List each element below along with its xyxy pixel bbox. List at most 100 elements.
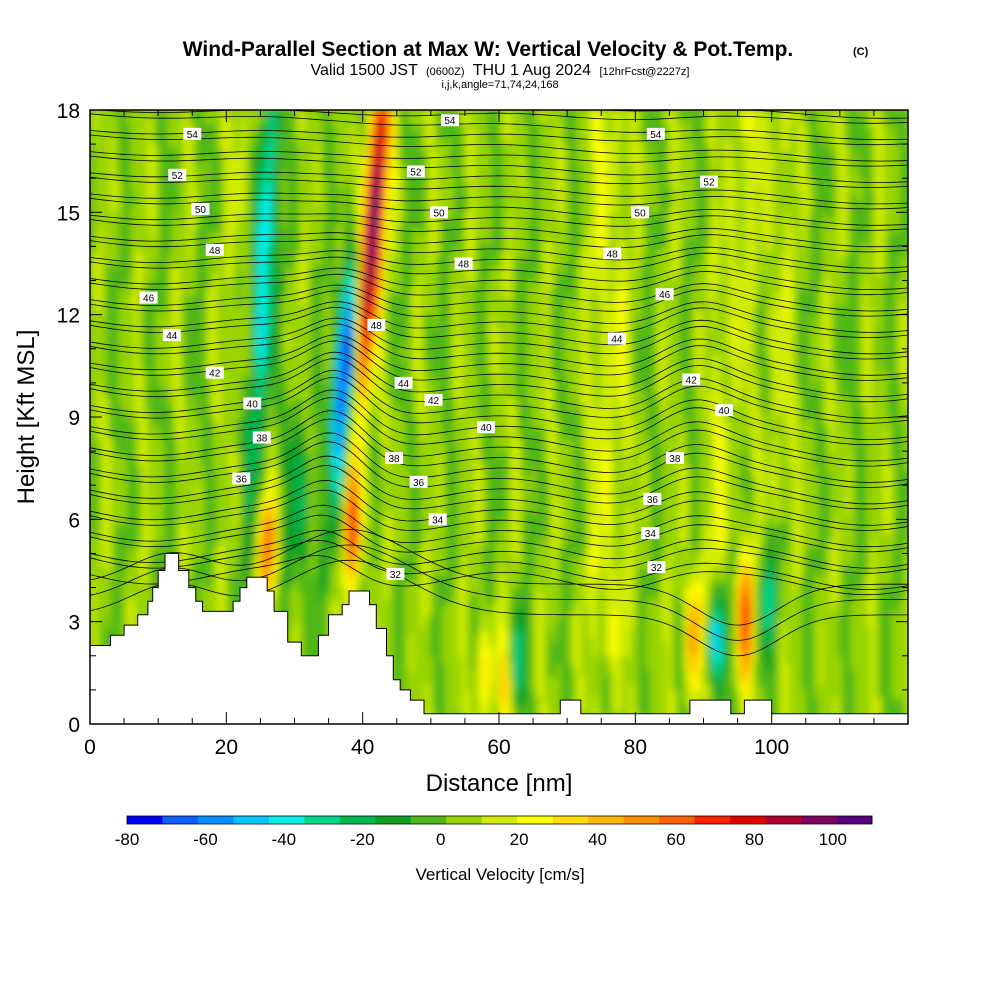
theta-contour-label: 44 (607, 332, 626, 346)
theta-contours (90, 110, 908, 657)
theta-contour-label: 38 (385, 451, 404, 465)
y-tick-label: 12 (57, 305, 80, 328)
y-tick-label: 0 (68, 714, 80, 737)
theta-contour-line (90, 301, 908, 339)
theta-contour-label: 52 (406, 165, 425, 178)
grid-info: i,j,k,angle=71,74,24,168 (441, 79, 558, 91)
theta-contour-line (90, 213, 908, 231)
theta-contour-line (90, 529, 908, 626)
theta-contour-label-text: 48 (607, 249, 619, 260)
colorbar-tick-label: 0 (436, 830, 445, 849)
theta-contour-line (90, 489, 908, 548)
theta-contour-line (90, 273, 908, 312)
colorbar-swatch (233, 816, 270, 824)
colorbar-swatch (304, 816, 341, 824)
colorbar-tick-label: -60 (193, 830, 218, 849)
y-tick-label: 6 (68, 509, 80, 532)
theta-contour-line (90, 514, 908, 569)
theta-contour-label-text: 34 (645, 529, 657, 540)
x-tick-label: 60 (487, 736, 510, 759)
theta-contour-label: 36 (643, 492, 662, 506)
theta-contour-label: 34 (428, 513, 447, 526)
theta-contour-label: 40 (477, 421, 496, 434)
colorbar-swatch (446, 816, 483, 824)
theta-contour-label-text: 44 (166, 331, 178, 342)
theta-contour-line (90, 340, 908, 398)
theta-contour-line (90, 171, 908, 189)
theta-contour-label-text: 50 (433, 208, 445, 219)
x-axis-title: Distance [nm] (426, 770, 573, 797)
theta-contour-label: 50 (430, 206, 449, 219)
colorbar-swatch (552, 816, 589, 824)
theta-contour-line (90, 397, 908, 462)
theta-contour-label-text: 38 (256, 433, 268, 444)
theta-contour-line (90, 555, 908, 596)
theta-contour-line (90, 232, 908, 253)
theta-contour-line (90, 441, 908, 505)
theta-contour-line (90, 369, 908, 424)
theta-contour-label: 54 (183, 127, 202, 141)
theta-contour-label-text: 38 (388, 454, 400, 465)
colorbar-swatch (801, 816, 837, 824)
theta-contour-line (90, 130, 908, 146)
colorbar-label: Vertical Velocity [cm/s] (415, 865, 584, 884)
theta-contour-label-text: 52 (172, 171, 184, 182)
theta-contour-label: 32 (647, 561, 666, 574)
theta-contour-label: 48 (454, 257, 473, 271)
x-tick-label: 100 (754, 736, 789, 759)
theta-contour-label: 34 (641, 526, 660, 540)
colorbar-swatch (339, 816, 376, 824)
theta-contour-line (90, 351, 908, 403)
y-tick-label: 18 (57, 100, 80, 123)
theta-contour-label: 38 (252, 431, 271, 444)
theta-contour-label: 40 (243, 397, 262, 410)
x-tick-label: 80 (624, 736, 647, 759)
theta-contour-label: 44 (394, 376, 413, 390)
theta-contour-label-text: 34 (432, 515, 444, 526)
colorbar-swatch (730, 816, 766, 824)
colorbar-tick-label: 60 (666, 830, 685, 849)
theta-contour-label-text: 46 (143, 294, 155, 305)
theta-contour-line (90, 250, 908, 274)
theta-contour-label: 42 (205, 366, 224, 380)
theta-contour-line (90, 455, 908, 510)
theta-contour-label: 32 (386, 567, 405, 581)
colorbar-swatch (481, 816, 518, 824)
theta-contour-line (90, 504, 908, 553)
theta-contour-label: 36 (232, 472, 251, 485)
y-tick-label: 15 (57, 202, 80, 225)
colorbar-tick-label: -20 (350, 830, 375, 849)
theta-contour-line (90, 317, 908, 360)
theta-contour-label-text: 48 (371, 321, 383, 332)
theta-contour-line (90, 290, 908, 333)
theta-contour-line (90, 155, 908, 183)
chart-title-mark: (C) (853, 46, 869, 58)
theta-contour-label-text: 48 (209, 246, 221, 257)
theta-contour-line (90, 219, 908, 248)
x-tick-label: 40 (351, 736, 374, 759)
theta-contour-line (90, 284, 908, 317)
colorbar-swatch (588, 816, 624, 824)
chart-subtitle: Valid 1500 JST (0600Z) THU 1 Aug 2024 [1… (311, 62, 690, 79)
colorbar: -80 -60 -40 -20 0 20 40 60 80 100 (115, 815, 873, 849)
colorbar-swatch (623, 816, 660, 824)
theta-contour-label: 50 (191, 202, 210, 216)
utc-time: (0600Z) (426, 66, 465, 78)
theta-contour-label-text: 44 (611, 335, 623, 346)
theta-contour-label-text: 50 (635, 208, 647, 219)
theta-contour-line (90, 267, 908, 296)
theta-contour-label: 38 (665, 451, 684, 465)
forecast-info: [12hrFcst@2227z] (599, 66, 689, 78)
theta-contour-label: 50 (631, 206, 650, 219)
theta-contour-line (90, 410, 908, 467)
theta-contour-label-text: 38 (669, 454, 681, 465)
colorbar-tick-label: 100 (819, 830, 847, 849)
theta-contour-label: 46 (139, 291, 158, 305)
theta-contour-line (90, 134, 908, 162)
colorbar-swatch (197, 816, 234, 824)
theta-contour-label: 52 (168, 168, 187, 182)
theta-contour-line (90, 479, 908, 531)
colorbar-swatch (268, 816, 305, 824)
